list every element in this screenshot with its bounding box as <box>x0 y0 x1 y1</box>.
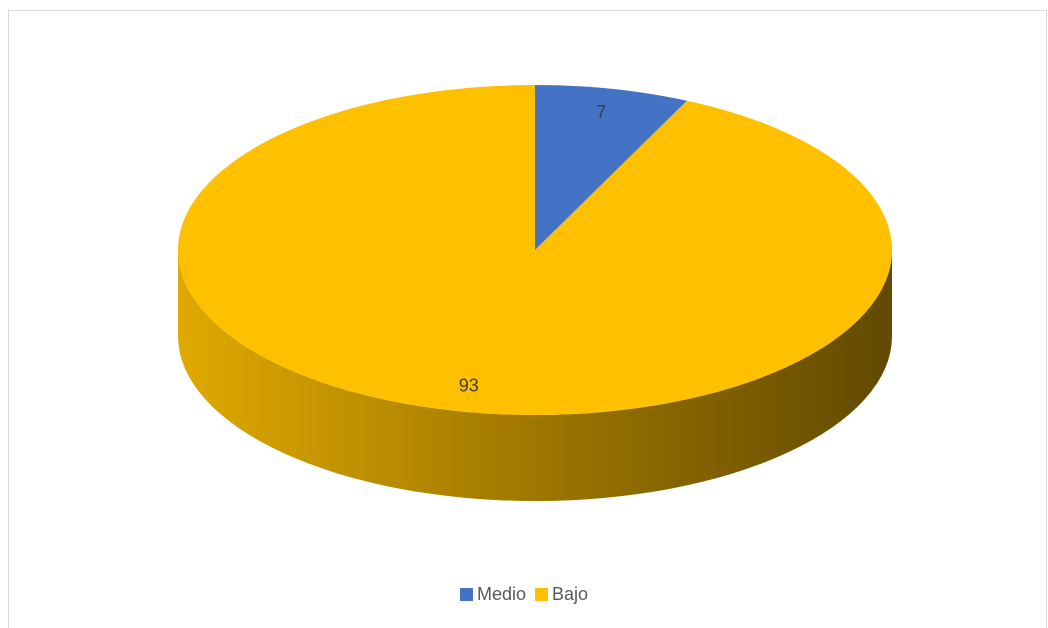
side-shading <box>178 250 892 501</box>
legend-swatch <box>535 588 548 601</box>
legend: Medio Bajo <box>459 584 588 604</box>
legend-label: Medio <box>477 584 526 604</box>
slice <box>535 85 688 250</box>
legend-swatch <box>459 588 473 601</box>
data-label: 7 <box>596 102 606 122</box>
data-label: 93 <box>459 376 479 396</box>
legend-label: Bajo <box>552 584 588 604</box>
slice <box>178 85 892 415</box>
